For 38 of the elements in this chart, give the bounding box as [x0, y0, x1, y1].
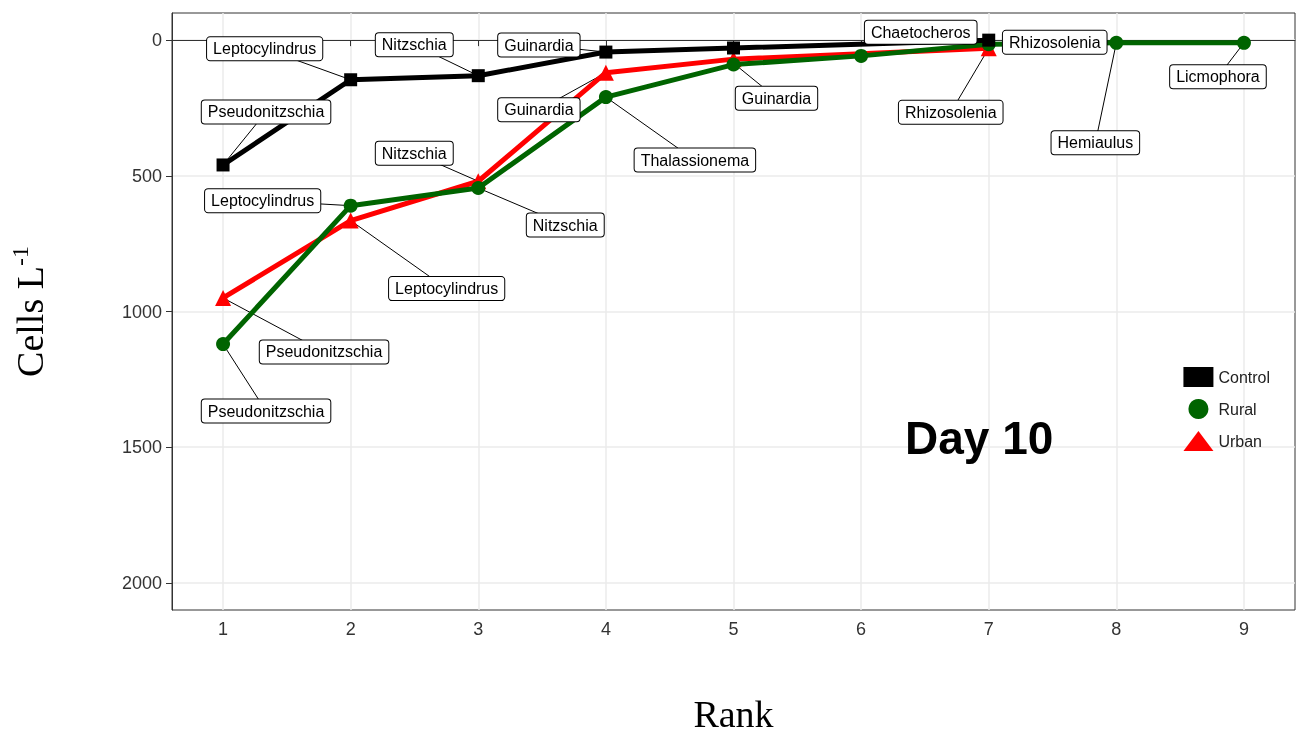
- y-tick-label: 500: [131, 165, 162, 186]
- annotation: Guinardia: [504, 101, 574, 119]
- annotation: Pseudonitzschia: [265, 343, 383, 361]
- legend-label: Urban: [1218, 432, 1262, 450]
- annotation: Guinardia: [741, 89, 812, 107]
- legend-label: Rural: [1218, 400, 1257, 418]
- x-axis-title: Rank: [693, 693, 774, 735]
- y-tick-label: 0: [151, 30, 162, 51]
- annotation: Leptocylindrus: [211, 192, 315, 210]
- x-tick-label: 5: [728, 619, 739, 639]
- x-tick-label: 6: [856, 619, 867, 639]
- x-tick-label: 8: [1111, 619, 1122, 639]
- y-axis-title: Cells L-1: [7, 246, 51, 377]
- annotation: Nitzschia: [381, 36, 447, 54]
- annotation: Day 10: [905, 412, 1054, 464]
- y-tick-label: 2000: [121, 572, 162, 593]
- annotation: Chaetocheros: [870, 23, 971, 41]
- annotation: Pseudonitzschia: [207, 402, 325, 420]
- annotation: Guinardia: [504, 36, 574, 54]
- legend-label: Control: [1218, 368, 1270, 386]
- annotation: Rhizosolenia: [904, 103, 997, 121]
- annotation: Nitzschia: [532, 216, 598, 234]
- annotation: Pseudonitzschia: [207, 103, 325, 121]
- y-tick-label: 1500: [121, 437, 162, 458]
- x-tick-label: 3: [473, 619, 484, 639]
- annotation: Thalassionema: [640, 151, 750, 169]
- x-tick-label: 4: [600, 619, 611, 639]
- annotation: Licmophora: [1176, 68, 1260, 86]
- annotation: Leptocylindrus: [395, 280, 499, 298]
- x-tick-label: 2: [345, 619, 356, 639]
- annotation: Hemiaulus: [1057, 134, 1134, 152]
- annotation: Nitzschia: [381, 144, 447, 162]
- annotation: Leptocylindrus: [213, 40, 317, 58]
- y-tick-label: 1000: [121, 301, 162, 322]
- x-tick-label: 1: [218, 619, 229, 639]
- x-tick-label: 7: [983, 619, 994, 639]
- annotation: Rhizosolenia: [1008, 33, 1101, 51]
- x-tick-label: 9: [1238, 619, 1249, 639]
